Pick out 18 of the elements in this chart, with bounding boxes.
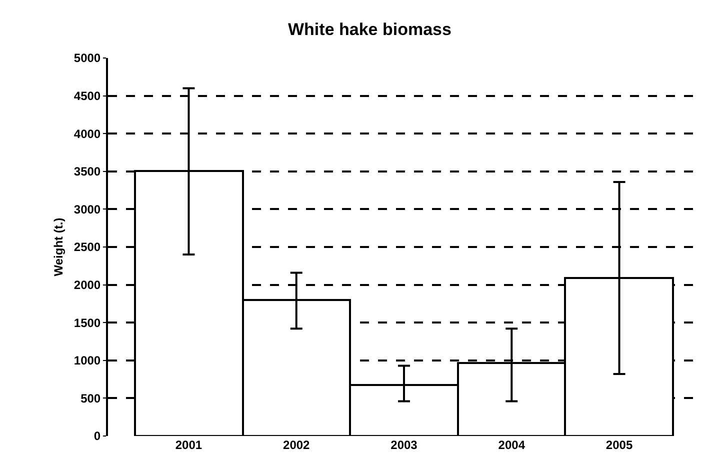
y-tick-label: 1500 [74,316,101,330]
x-tick-label: 2003 [390,438,418,452]
x-tick-label: 2005 [606,438,633,452]
y-tick-label: 5000 [74,51,101,66]
y-axis-title: Weight (t.) [52,218,66,276]
x-tick-label: 2001 [175,438,202,452]
y-tick-label: 2500 [74,240,101,254]
x-tick-label: 2004 [498,438,526,452]
chart-title: White hake biomass [288,20,452,40]
y-tick-label: 3000 [74,202,101,216]
y-tick-label: 3500 [74,164,101,179]
y-tick-label: 2000 [74,278,101,292]
y-tick-label: 500 [80,391,101,406]
y-tick-label: 1000 [74,354,101,368]
y-tick-label: 4500 [74,89,101,103]
y-tick-label: 0 [94,429,101,444]
y-tick-label: 4000 [74,126,101,141]
x-tick-label: 2002 [283,438,310,452]
